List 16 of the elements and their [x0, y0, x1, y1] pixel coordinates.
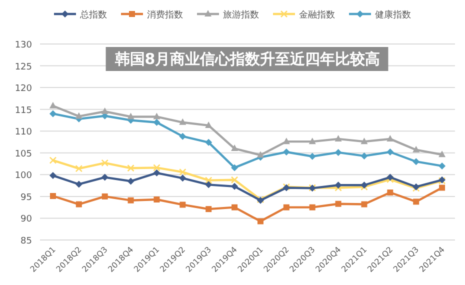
y-tick-label: 100: [14, 171, 32, 182]
legend-label: 健康指数: [375, 10, 411, 20]
y-tick-label: 125: [14, 62, 32, 72]
y-tick-label: 85: [20, 236, 32, 246]
legend-label: 总指数: [79, 10, 107, 20]
y-tick-label: 105: [14, 149, 32, 160]
y-tick-label: 90: [20, 214, 32, 225]
legend-label: 消费指数: [147, 10, 183, 20]
y-tick-label: 110: [14, 128, 32, 138]
legend-label: 金融指数: [299, 10, 335, 20]
chart-title: 韩国8月商业信心指数升至近四年比较高: [114, 50, 380, 68]
y-tick-label: 95: [20, 192, 32, 203]
y-tick-label: 115: [14, 106, 32, 116]
y-tick-label: 120: [14, 84, 32, 94]
legend-label: 旅游指数: [223, 10, 259, 20]
y-tick-label: 130: [14, 40, 32, 50]
